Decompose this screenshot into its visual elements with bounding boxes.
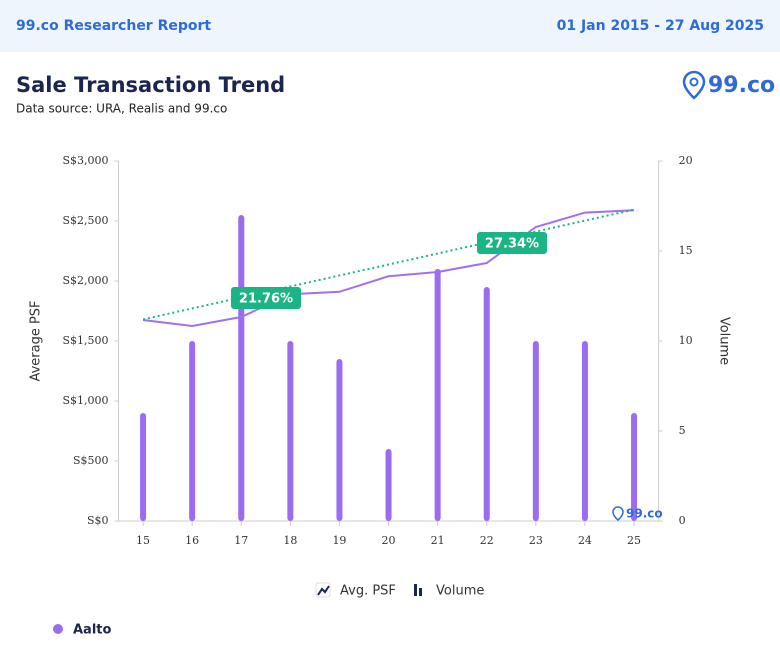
- y-tick-label: S$0: [87, 514, 109, 527]
- bar: [287, 341, 294, 521]
- x-tick-label: 20: [382, 534, 396, 547]
- x-tick-label: 17: [234, 534, 248, 547]
- x-tick-label: 21: [431, 534, 445, 547]
- y-tick-label: S$3,000: [62, 154, 108, 167]
- chart-title: Sale Transaction Trend: [16, 73, 285, 97]
- bar: [434, 269, 441, 521]
- bar: [140, 413, 147, 521]
- y2-tick-label: 15: [679, 244, 693, 257]
- legend-label: Volume: [436, 584, 484, 599]
- legend-label: Avg. PSF: [340, 584, 396, 599]
- trend-line: [142, 208, 635, 321]
- legend-icon-line: [315, 582, 331, 598]
- y2-tick-label: 5: [679, 424, 686, 437]
- x-tick-label: 18: [283, 534, 297, 547]
- y2-axis-label: Volume: [717, 317, 732, 365]
- bar: [336, 359, 343, 521]
- x-tick-label: 23: [529, 534, 543, 547]
- watermark: 99.co: [626, 507, 663, 521]
- bar: [581, 341, 588, 521]
- x-tick-label: 22: [480, 534, 494, 547]
- x-tick-label: 19: [332, 534, 346, 547]
- y2-tick-label: 0: [679, 514, 686, 527]
- project-dot: [53, 624, 63, 634]
- y-tick-label: S$500: [73, 454, 109, 467]
- y-tick-label: S$1,500: [62, 334, 108, 347]
- annotation-box: [231, 287, 301, 309]
- annotation: 21.76%: [239, 292, 293, 307]
- x-tick-label: 15: [136, 534, 150, 547]
- x-tick-label: 24: [578, 534, 592, 547]
- project-name: Aalto: [73, 623, 112, 638]
- header-bar: [0, 0, 780, 52]
- y-tick-label: S$1,000: [62, 394, 108, 407]
- chart-subtitle: Data source: URA, Realis and 99.co: [16, 102, 227, 116]
- y-tick-label: S$2,500: [62, 214, 108, 227]
- psf-line: [142, 209, 635, 328]
- legend-icon-line: [317, 585, 330, 596]
- bar: [238, 215, 245, 521]
- bar: [532, 341, 539, 521]
- legend-icon-bar: [414, 584, 417, 596]
- bar: [483, 287, 490, 521]
- logo: 99.co: [708, 73, 775, 98]
- header-title: 99.co Researcher Report: [16, 18, 211, 34]
- x-tick-label: 16: [185, 534, 199, 547]
- x-tick-label: 25: [627, 534, 641, 547]
- bar: [631, 413, 638, 521]
- legend: Avg. PSF Volume: [315, 582, 484, 599]
- annotation: 27.34%: [485, 237, 539, 252]
- y2-tick-label: 10: [679, 334, 693, 347]
- bar: [189, 341, 196, 521]
- logo-icon: [682, 70, 706, 100]
- y-tick-label: S$2,000: [62, 274, 108, 287]
- watermark-icon: [612, 506, 624, 521]
- y-axis-label: Average PSF: [29, 300, 44, 381]
- legend-icon-bar: [419, 588, 422, 596]
- bar: [385, 449, 392, 521]
- date-range: 01 Jan 2015 - 27 Aug 2025: [557, 18, 764, 34]
- y2-tick-label: 20: [679, 154, 693, 167]
- annotation-box: [477, 232, 547, 254]
